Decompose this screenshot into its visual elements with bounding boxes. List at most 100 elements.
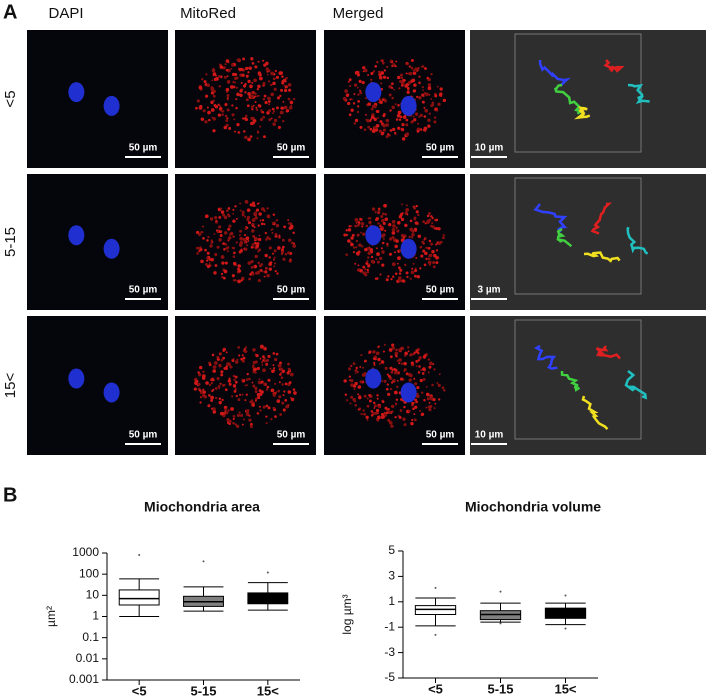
mito-dot: [406, 86, 410, 90]
mito-dot: [353, 122, 357, 125]
mito-dot: [270, 83, 273, 87]
mito-dot: [230, 67, 233, 70]
mito-dot: [261, 219, 265, 222]
mito-dot: [213, 77, 218, 81]
mito-dot: [274, 357, 278, 362]
mito-dot: [409, 219, 413, 223]
mito-dot: [430, 397, 433, 401]
mito-dot: [370, 259, 375, 264]
mito-dot: [362, 232, 366, 236]
mito-dot: [405, 118, 409, 122]
mito-dot: [381, 263, 385, 267]
mito-dot: [232, 208, 235, 211]
mito-dot: [234, 375, 238, 379]
mito-dot: [386, 278, 389, 281]
mito-dot: [226, 80, 231, 84]
nucleus: [365, 368, 382, 389]
micrograph: 50 µm: [175, 30, 316, 168]
image-background: [175, 30, 316, 168]
mito-dot: [260, 380, 264, 384]
mito-dot: [272, 221, 275, 225]
mito-dot: [271, 231, 274, 234]
mito-dot: [383, 379, 387, 383]
mito-dot: [404, 351, 408, 356]
mito-dot: [398, 415, 402, 419]
mito-dot: [260, 361, 264, 364]
mito-dot: [384, 229, 387, 232]
mito-dot: [241, 393, 244, 396]
mito-dot: [414, 221, 419, 225]
mito-dot: [348, 225, 351, 228]
mito-dot: [217, 74, 221, 78]
mito-render: [556, 227, 573, 248]
mito-dot: [230, 85, 234, 89]
nucleus: [103, 382, 120, 403]
mito-dot: [414, 112, 419, 116]
mito-dot: [394, 251, 397, 254]
mito-dot: [272, 122, 276, 126]
mito-dot: [220, 110, 223, 112]
mito-dot: [384, 366, 388, 370]
image-background: [324, 30, 465, 168]
mito-dot: [397, 104, 400, 107]
mito-dot: [366, 259, 369, 262]
mito-dot: [202, 370, 205, 373]
mito-dot: [247, 239, 250, 242]
mito-dot: [252, 360, 256, 365]
column-header: MitoRed: [180, 5, 236, 22]
mito-dot: [381, 218, 385, 223]
mito-dot: [430, 98, 433, 100]
mito-dot: [367, 125, 371, 129]
mito-dot: [411, 232, 415, 237]
mito-dot: [251, 204, 254, 207]
mito-dot: [218, 225, 222, 229]
mito-dot: [373, 363, 376, 366]
mito-dot: [418, 96, 422, 100]
scale-label: 50 µm: [129, 143, 158, 154]
mito-dot: [399, 115, 403, 119]
mito-dot: [382, 415, 386, 419]
mito-dot: [353, 388, 356, 390]
mito-dot: [256, 366, 260, 371]
mito-dot: [377, 70, 381, 74]
mito-dot: [241, 423, 244, 426]
mito-dot: [244, 215, 247, 218]
mito-dot: [256, 137, 259, 140]
row-label: 5-15: [2, 227, 19, 257]
mito-dot: [257, 71, 262, 75]
mito-dot: [232, 415, 236, 418]
mito-dot: [437, 383, 441, 387]
mito-dot: [367, 217, 370, 220]
mito-dot: [217, 113, 222, 117]
mito-dot: [275, 219, 278, 222]
mito-dot: [382, 237, 385, 240]
mito-dot: [242, 237, 246, 242]
mito-dot: [379, 224, 382, 228]
mito-dot: [240, 279, 243, 282]
mito-dot: [245, 412, 250, 416]
mito-dot: [244, 346, 248, 349]
mito-dot: [424, 108, 429, 113]
mito-dot: [242, 84, 247, 88]
mito-dot: [379, 100, 383, 104]
mito-dot: [427, 86, 432, 91]
mito-dot: [212, 410, 217, 414]
mito-dot: [278, 71, 283, 76]
mito-dot: [232, 80, 235, 84]
mito-dot: [401, 279, 405, 283]
mito-dot: [419, 410, 422, 413]
mito-render: [538, 59, 571, 87]
mito-dot: [426, 76, 429, 80]
mito-dot: [421, 86, 424, 89]
mito-dot: [260, 344, 264, 349]
mito-dot: [206, 264, 211, 269]
mito-dot: [380, 412, 385, 417]
mito-dot: [226, 75, 229, 78]
mito-dot: [347, 367, 352, 371]
mito-dot: [417, 66, 420, 70]
y-tick-label: 5: [388, 543, 395, 557]
mito-dot: [281, 383, 284, 386]
mito-dot: [226, 209, 229, 213]
mito-dot: [365, 224, 369, 228]
mito-dot: [260, 222, 264, 226]
